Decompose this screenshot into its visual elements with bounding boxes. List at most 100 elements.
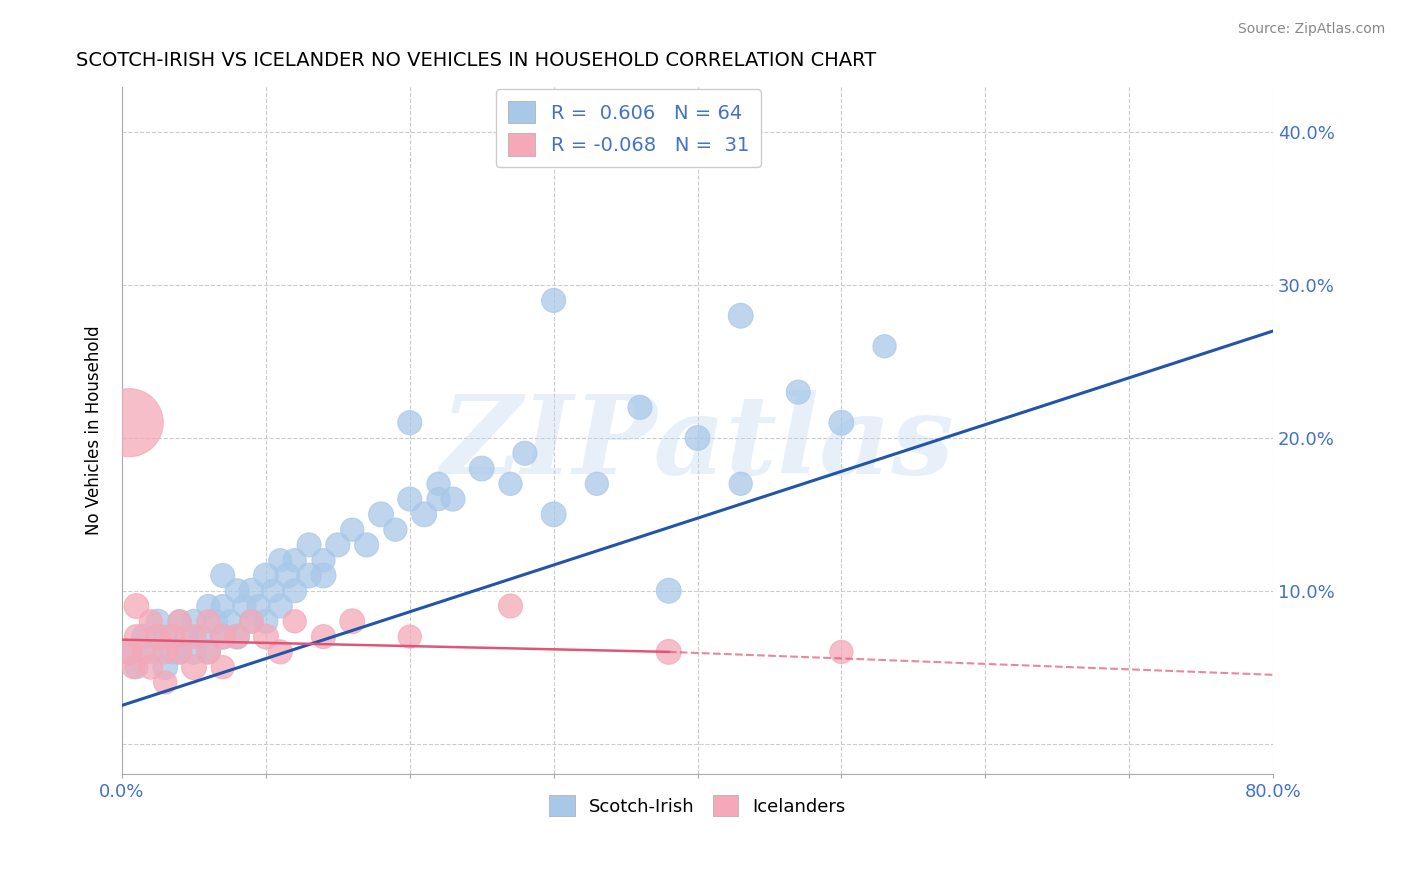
Point	[298, 568, 321, 582]
Point	[254, 615, 277, 629]
Point	[284, 553, 307, 567]
Point	[686, 431, 709, 445]
Point	[122, 660, 145, 674]
Text: SCOTCH-IRISH VS ICELANDER NO VEHICLES IN HOUSEHOLD CORRELATION CHART: SCOTCH-IRISH VS ICELANDER NO VEHICLES IN…	[76, 51, 876, 70]
Point	[370, 508, 392, 522]
Point	[240, 615, 263, 629]
Point	[183, 645, 205, 659]
Point	[226, 630, 249, 644]
Point	[190, 630, 212, 644]
Point	[543, 293, 565, 308]
Point	[139, 660, 162, 674]
Point	[183, 630, 205, 644]
Point	[162, 630, 184, 644]
Point	[125, 660, 148, 674]
Point	[284, 615, 307, 629]
Point	[398, 630, 420, 644]
Point	[471, 461, 494, 475]
Point	[139, 645, 162, 659]
Point	[169, 615, 191, 629]
Point	[162, 645, 184, 659]
Point	[132, 645, 155, 659]
Point	[197, 615, 219, 629]
Point	[169, 615, 191, 629]
Point	[118, 645, 141, 659]
Point	[276, 568, 298, 582]
Point	[585, 476, 607, 491]
Point	[342, 523, 364, 537]
Point	[413, 508, 436, 522]
Point	[499, 476, 522, 491]
Point	[262, 583, 284, 598]
Point	[219, 615, 242, 629]
Point	[284, 583, 307, 598]
Point	[211, 630, 233, 644]
Point	[139, 615, 162, 629]
Point	[269, 599, 291, 613]
Point	[356, 538, 378, 552]
Point	[730, 476, 752, 491]
Point	[183, 660, 205, 674]
Point	[628, 401, 651, 415]
Point	[240, 583, 263, 598]
Point	[176, 630, 198, 644]
Point	[830, 416, 852, 430]
Point	[125, 599, 148, 613]
Point	[197, 645, 219, 659]
Point	[269, 553, 291, 567]
Point	[183, 615, 205, 629]
Point	[211, 599, 233, 613]
Point	[269, 645, 291, 659]
Point	[118, 645, 141, 659]
Point	[155, 645, 177, 659]
Point	[298, 538, 321, 552]
Point	[513, 446, 536, 460]
Point	[197, 599, 219, 613]
Point	[155, 630, 177, 644]
Point	[398, 416, 420, 430]
Point	[658, 583, 681, 598]
Point	[873, 339, 896, 353]
Point	[169, 645, 191, 659]
Point	[326, 538, 349, 552]
Point	[211, 660, 233, 674]
Point	[240, 615, 263, 629]
Point	[226, 630, 249, 644]
Point	[226, 583, 249, 598]
Point	[197, 645, 219, 659]
Point	[543, 508, 565, 522]
Point	[233, 599, 256, 613]
Point	[211, 630, 233, 644]
Point	[155, 660, 177, 674]
Point	[312, 553, 335, 567]
Point	[118, 416, 141, 430]
Point	[146, 615, 169, 629]
Point	[830, 645, 852, 659]
Point	[254, 568, 277, 582]
Point	[155, 675, 177, 690]
Point	[169, 645, 191, 659]
Point	[132, 630, 155, 644]
Y-axis label: No Vehicles in Household: No Vehicles in Household	[86, 326, 103, 535]
Point	[441, 492, 464, 507]
Point	[312, 630, 335, 644]
Point	[204, 615, 226, 629]
Point	[146, 630, 169, 644]
Point	[427, 476, 450, 491]
Legend: Scotch-Irish, Icelanders: Scotch-Irish, Icelanders	[543, 789, 853, 823]
Point	[499, 599, 522, 613]
Point	[787, 385, 810, 400]
Point	[384, 523, 406, 537]
Text: ZIPatlas: ZIPatlas	[440, 391, 955, 498]
Point	[125, 630, 148, 644]
Point	[254, 630, 277, 644]
Point	[730, 309, 752, 323]
Point	[211, 568, 233, 582]
Point	[312, 568, 335, 582]
Point	[658, 645, 681, 659]
Point	[398, 492, 420, 507]
Text: Source: ZipAtlas.com: Source: ZipAtlas.com	[1237, 22, 1385, 37]
Point	[427, 492, 450, 507]
Point	[247, 599, 270, 613]
Point	[342, 615, 364, 629]
